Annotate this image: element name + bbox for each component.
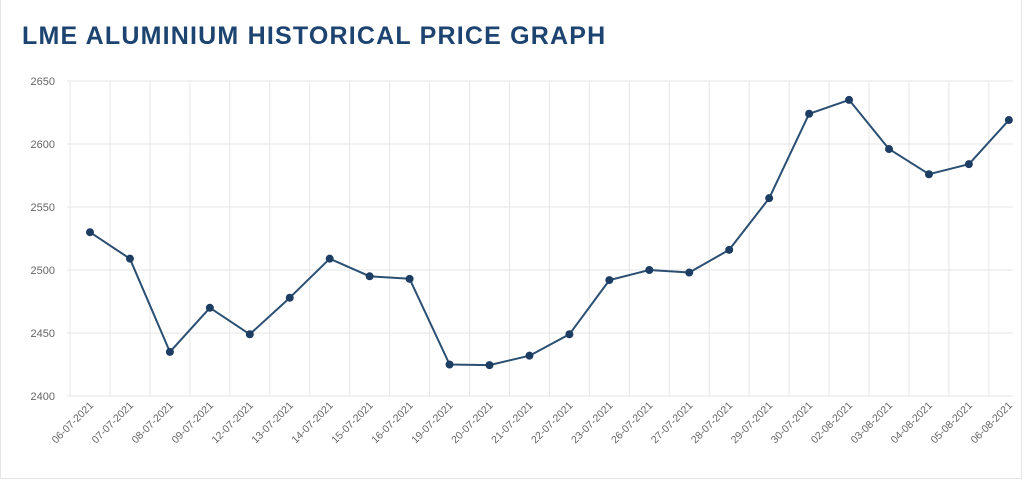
data-point[interactable]	[365, 272, 374, 281]
data-point[interactable]	[285, 293, 294, 302]
data-point[interactable]	[645, 266, 654, 274]
series	[86, 95, 1013, 370]
data-point[interactable]	[205, 303, 214, 312]
x-tick-label: 13-07-2021	[249, 400, 296, 447]
gridlines	[67, 80, 1013, 397]
x-tick-label: 30-07-2021	[769, 400, 816, 447]
y-tick-label: 2450	[31, 328, 55, 340]
data-point[interactable]	[325, 254, 334, 263]
x-tick-label: 27-07-2021	[649, 400, 696, 447]
data-point[interactable]	[1004, 116, 1013, 125]
data-point[interactable]	[485, 361, 494, 370]
data-point[interactable]	[125, 254, 134, 263]
data-point[interactable]	[565, 330, 574, 339]
y-axis: 2400 2450 2500 2550 2600 2650	[31, 76, 55, 403]
x-tick-label: 03-08-2021	[849, 400, 896, 447]
data-point[interactable]	[845, 95, 854, 104]
data-point[interactable]	[525, 351, 534, 360]
x-tick-label: 23-07-2021	[569, 400, 616, 447]
data-point[interactable]	[964, 160, 973, 169]
x-tick-label: 22-07-2021	[529, 400, 576, 447]
series-line	[89, 98, 1010, 367]
x-tick-label: 12-07-2021	[209, 400, 256, 447]
x-tick-label: 06-08-2021	[969, 400, 1016, 447]
x-tick-label: 21-07-2021	[489, 400, 536, 447]
x-tick-label: 28-07-2021	[689, 400, 736, 447]
data-point[interactable]	[685, 268, 694, 277]
y-tick-label: 2600	[31, 139, 55, 151]
x-tick-label: 07-07-2021	[90, 400, 137, 447]
y-tick-label: 2400	[31, 391, 55, 403]
x-axis: 06-07-202107-07-202108-07-202109-07-2021…	[50, 400, 1015, 447]
x-tick-label: 16-07-2021	[369, 400, 416, 447]
data-point[interactable]	[765, 194, 774, 203]
data-point[interactable]	[245, 330, 254, 339]
x-tick-label: 20-07-2021	[449, 400, 496, 447]
chart-title: LME ALUMINIUM HISTORICAL PRICE GRAPH	[22, 22, 607, 50]
x-tick-label: 14-07-2021	[289, 400, 336, 447]
x-tick-label: 15-07-2021	[329, 400, 376, 447]
data-point[interactable]	[86, 228, 94, 237]
y-tick-label: 2550	[31, 202, 55, 214]
y-tick-label: 2650	[31, 76, 55, 88]
x-tick-label: 06-07-2021	[50, 400, 97, 447]
x-tick-label: 08-07-2021	[130, 400, 177, 447]
data-point[interactable]	[885, 145, 893, 154]
x-tick-label: 26-07-2021	[609, 400, 656, 447]
x-tick-label: 05-08-2021	[929, 400, 976, 447]
y-tick-label: 2500	[31, 265, 55, 277]
x-tick-label: 29-07-2021	[729, 400, 776, 447]
x-tick-label: 04-08-2021	[889, 400, 936, 447]
data-point[interactable]	[165, 347, 174, 356]
x-tick-label: 09-07-2021	[170, 400, 217, 447]
data-point[interactable]	[725, 245, 734, 254]
data-point[interactable]	[405, 274, 414, 283]
data-point[interactable]	[605, 276, 614, 285]
data-point[interactable]	[924, 170, 933, 179]
data-point[interactable]	[445, 360, 454, 369]
x-tick-label: 19-07-2021	[409, 400, 456, 447]
data-point[interactable]	[805, 109, 814, 118]
x-tick-label: 02-08-2021	[809, 400, 856, 447]
